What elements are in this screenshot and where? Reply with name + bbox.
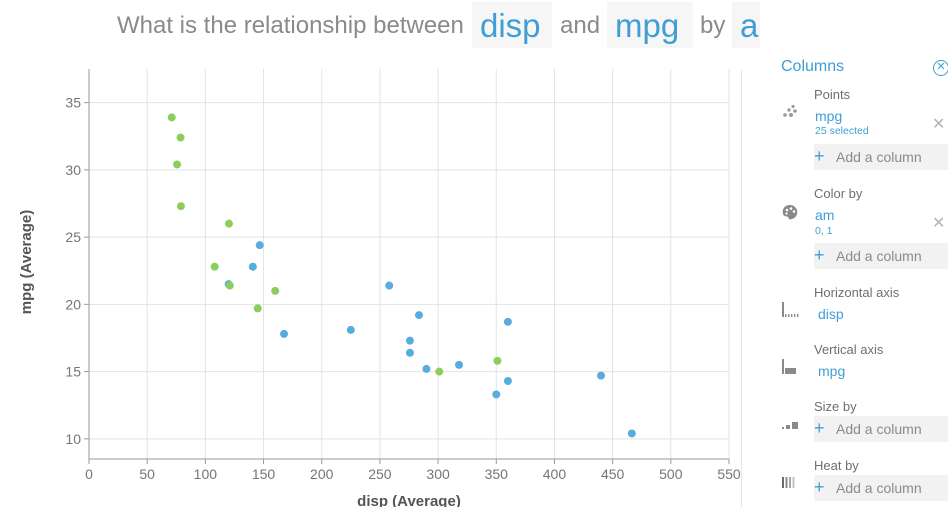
x-tick-label: 550: [717, 466, 741, 482]
scatter-point[interactable]: [253, 304, 262, 313]
size-by-icon: [782, 422, 798, 429]
points-add-column[interactable]: + Add a column: [814, 144, 948, 170]
scatter-point[interactable]: [210, 262, 219, 271]
size-by-add-column[interactable]: + Add a column: [814, 416, 948, 442]
scatter-point[interactable]: [503, 377, 512, 385]
add-column-label: Add a column: [836, 248, 922, 264]
x-tick-label: 450: [601, 466, 625, 482]
heat-by-label: Heat by: [814, 458, 859, 473]
field-disp[interactable]: disp: [480, 7, 541, 44]
scatter-point[interactable]: [176, 202, 185, 211]
scatter-point[interactable]: [405, 348, 414, 357]
add-column-label: Add a column: [836, 149, 922, 165]
scatter-point[interactable]: [173, 160, 182, 169]
color-by-value[interactable]: am: [815, 207, 835, 223]
horizontal-axis-label: Horizontal axis: [814, 285, 900, 300]
field-chip-mpg[interactable]: mpg: [607, 2, 693, 48]
field-mpg[interactable]: mpg: [615, 7, 680, 44]
scatter-point[interactable]: [597, 371, 605, 380]
y-tick-label: 30: [65, 162, 81, 178]
scatter-point[interactable]: [422, 364, 431, 373]
scatter-point[interactable]: [503, 317, 512, 326]
scatter-point[interactable]: [224, 219, 233, 228]
question-bar: What is the relationship between disp an…: [0, 0, 841, 56]
y-tick-label: 25: [65, 229, 81, 245]
x-tick-label: 400: [543, 466, 567, 482]
scatter-point[interactable]: [225, 281, 234, 290]
scatter-point[interactable]: [255, 241, 264, 250]
horizontal-axis-value[interactable]: disp: [818, 306, 844, 322]
points-icon: [783, 104, 797, 117]
scatter-point[interactable]: [280, 329, 289, 338]
x-tick-label: 50: [139, 466, 155, 482]
x-tick-label: 200: [310, 466, 334, 482]
panel-title: Columns: [781, 58, 845, 75]
y-tick-label: 35: [65, 95, 81, 111]
scatter-point[interactable]: [346, 325, 355, 334]
scatter-point[interactable]: [627, 429, 636, 438]
close-panel-icon[interactable]: ✕: [933, 60, 948, 76]
heat-by-add-column[interactable]: + Add a column: [814, 475, 948, 501]
question-prefix: What is the relationship between: [117, 12, 464, 39]
x-tick-label: 150: [252, 466, 276, 482]
scatter-point[interactable]: [435, 367, 444, 376]
color-by-label: Color by: [814, 186, 863, 201]
points-value[interactable]: mpg: [815, 108, 843, 124]
add-column-label: Add a column: [836, 480, 922, 496]
columns-panel: Columns ✕ Points mpg 25 selected ✕ + Add…: [760, 0, 948, 507]
plus-icon: +: [814, 245, 825, 265]
y-tick-labels: 10 15 20 25 30 35: [65, 95, 81, 447]
scatter-point[interactable]: [405, 336, 414, 345]
scatter-point[interactable]: [493, 356, 502, 365]
heat-by-icon: [782, 477, 795, 488]
size-by-label: Size by: [814, 399, 857, 414]
x-tick-label: 300: [426, 466, 450, 482]
palette-icon: [782, 205, 798, 220]
scatter-point[interactable]: [492, 390, 501, 399]
x-tick-label: 250: [368, 466, 392, 482]
add-column-label: Add a column: [836, 421, 922, 437]
y-axis-title: mpg (Average): [18, 210, 35, 314]
field-chip-disp[interactable]: disp: [472, 2, 552, 48]
scatter-point[interactable]: [167, 113, 176, 122]
color-by-add-column[interactable]: + Add a column: [814, 243, 948, 269]
question-and: and: [560, 12, 601, 39]
scatter-point[interactable]: [176, 133, 185, 142]
chart-points: [167, 113, 636, 438]
y-tick-label: 15: [65, 364, 81, 380]
scatter-point[interactable]: [455, 360, 464, 369]
vertical-axis-value[interactable]: mpg: [818, 363, 846, 379]
plus-icon: +: [814, 418, 825, 438]
x-tick-label: 0: [85, 466, 93, 482]
points-label: Points: [814, 87, 851, 102]
x-tick-label: 500: [659, 466, 683, 482]
remove-points-icon[interactable]: ✕: [932, 116, 946, 133]
x-tick-label: 350: [485, 466, 509, 482]
remove-color-by-icon[interactable]: ✕: [932, 215, 946, 232]
x-tick-label: 100: [194, 466, 218, 482]
color-by-values: 0, 1: [815, 225, 833, 237]
vertical-axis-label: Vertical axis: [814, 342, 884, 357]
question-by: by: [700, 12, 726, 39]
x-tick-labels: 0 50 100 150 200 250 300 350 400 450 500 550: [85, 466, 741, 482]
scatter-point[interactable]: [385, 281, 394, 290]
chart-grid: [84, 69, 730, 464]
scatter-point[interactable]: [271, 286, 280, 295]
horizontal-axis-icon: [782, 302, 799, 317]
y-tick-label: 20: [65, 296, 81, 312]
vertical-axis-icon: [782, 359, 796, 374]
scatter-chart: 0 50 100 150 200 250 300 350 400 450 500 550 10 15 20…: [18, 69, 741, 507]
scatter-point[interactable]: [415, 311, 424, 320]
scatter-point[interactable]: [248, 262, 257, 271]
points-selected-count: 25 selected: [815, 125, 869, 137]
panel-divider: [741, 70, 742, 507]
x-axis-title: disp (Average): [357, 493, 461, 507]
plus-icon: +: [814, 477, 825, 497]
plus-icon: +: [814, 146, 825, 166]
y-tick-label: 10: [65, 431, 81, 447]
